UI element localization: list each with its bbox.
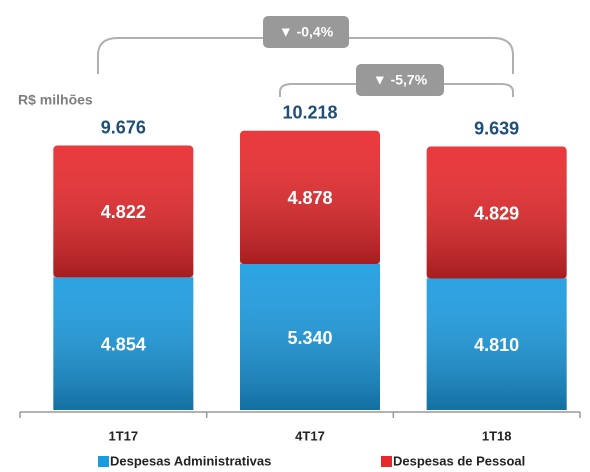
value-label: 4.854 — [101, 334, 146, 354]
value-label: 4.878 — [287, 188, 332, 208]
x-tick-label: 1T17 — [109, 428, 139, 443]
annotation: ▼ -0,4% — [279, 24, 334, 40]
bar-shade — [426, 146, 567, 279]
legend-label: Despesas de Pessoal — [393, 453, 525, 468]
unit-label: R$ milhões — [18, 92, 93, 108]
legend-swatch — [381, 456, 392, 467]
bar-shade — [53, 277, 194, 410]
bar-shade — [240, 130, 380, 265]
x-tick-label: 4T17 — [295, 428, 325, 443]
total-label: 9.639 — [474, 118, 519, 138]
legend-label: Despesas Administrativas — [110, 453, 271, 468]
total-label: 9.676 — [101, 117, 146, 137]
value-label: 5.340 — [287, 328, 332, 348]
bar-shade — [53, 145, 194, 278]
x-tick-label: 1T18 — [482, 428, 512, 443]
annotation-box — [356, 64, 444, 96]
annotation: ▼ -5,7% — [373, 72, 428, 88]
value-label: 4.829 — [474, 203, 519, 223]
bar-shade — [240, 264, 380, 410]
bar-shade — [426, 278, 567, 410]
value-label: 4.810 — [474, 335, 519, 355]
value-label: 4.822 — [101, 202, 146, 222]
total-label: 10.218 — [282, 102, 337, 122]
annotation-box — [263, 16, 349, 48]
legend-swatch — [98, 456, 109, 467]
